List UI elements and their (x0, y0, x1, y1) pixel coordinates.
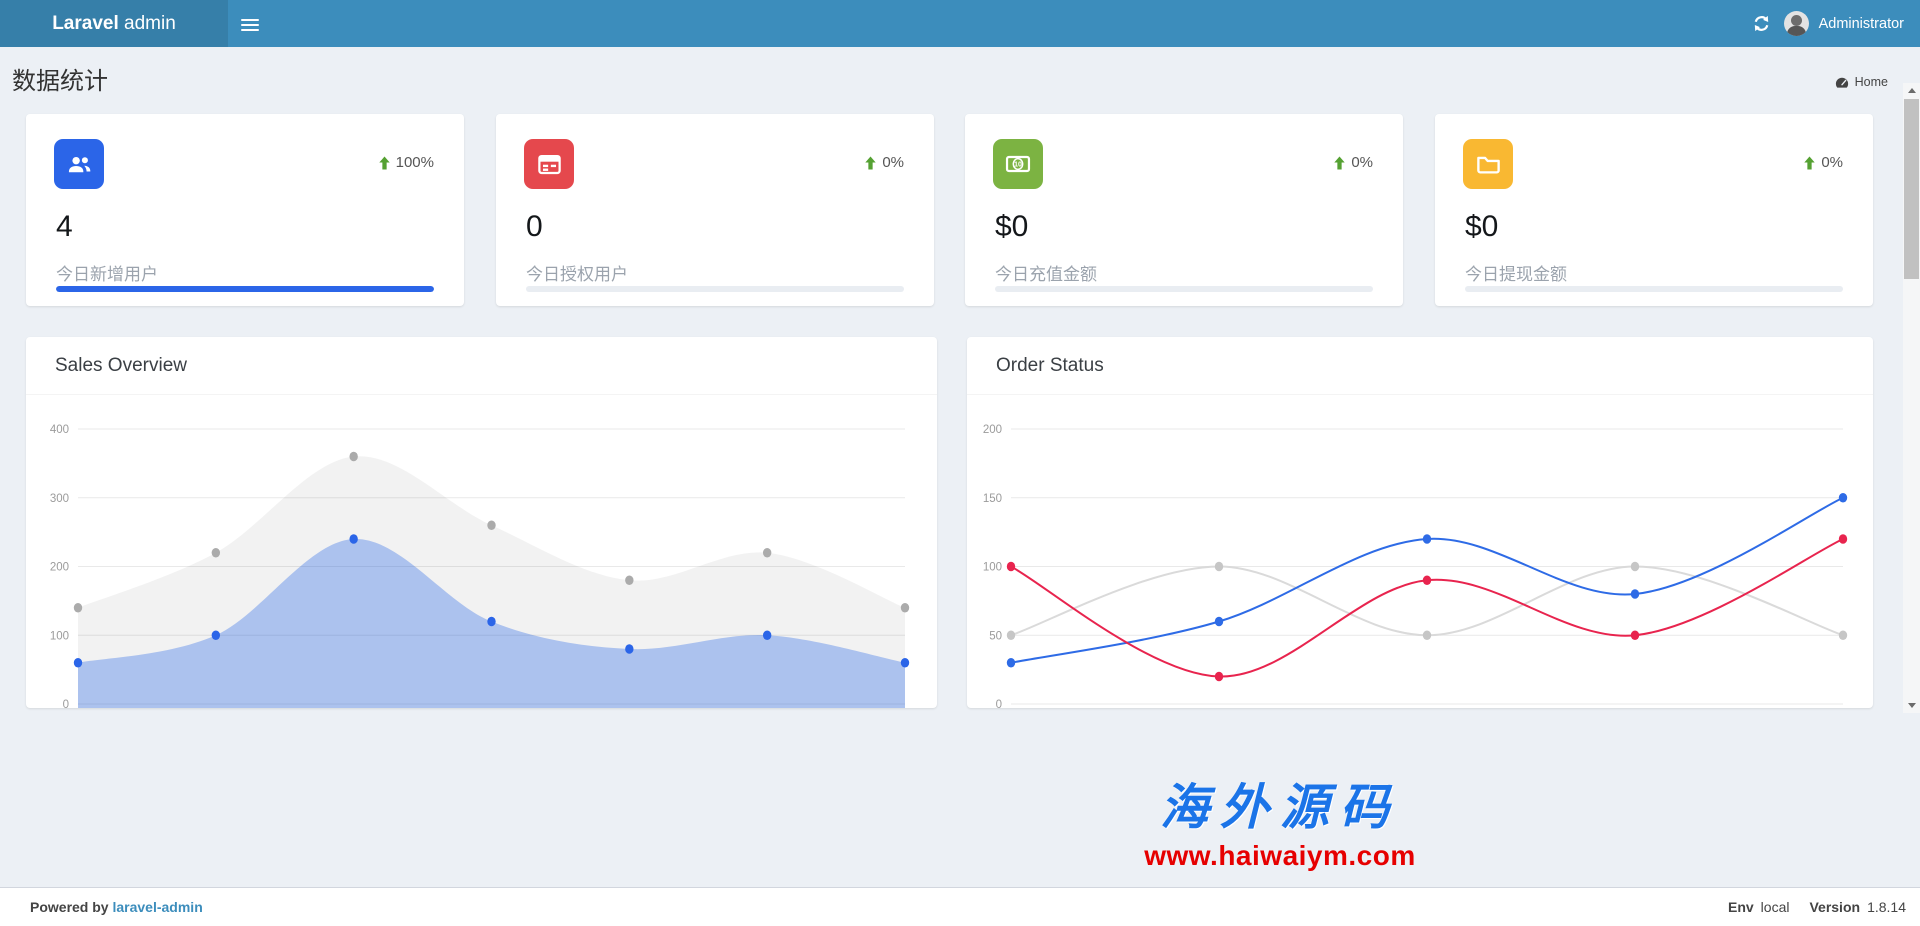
user-menu[interactable]: Administrator (1783, 11, 1904, 36)
arrow-up-icon (1804, 156, 1816, 169)
id-card-icon (524, 139, 574, 189)
svg-text:300: 300 (50, 493, 69, 505)
stat-value: 4 (56, 210, 73, 243)
svg-text:200: 200 (50, 562, 69, 574)
vertical-scrollbar (1903, 83, 1920, 713)
stat-card-recharge-amount: 10 0% $0 今日充值金额 (965, 114, 1403, 306)
brand-logo[interactable]: Laravel admin (0, 0, 228, 47)
progress-track (1465, 286, 1843, 292)
page-title: 数据统计 (12, 68, 108, 95)
svg-text:50: 50 (989, 630, 1002, 642)
folder-icon (1463, 139, 1513, 189)
stat-card-new-users: 100% 4 今日新增用户 (26, 114, 464, 306)
progress-track (995, 286, 1373, 292)
trend-value: 100% (395, 154, 434, 171)
progress-track (56, 286, 434, 292)
watermark-chinese-text: 海外源码 (1159, 778, 1400, 836)
stat-value: 0 (526, 210, 543, 243)
watermark-url-text: www.haiwaiym.com (1144, 840, 1416, 871)
footer-meta: Env local Version 1.8.14 (1728, 899, 1906, 915)
trend-badge: 100% (378, 154, 434, 171)
env-value: local (1760, 899, 1790, 915)
svg-text:400: 400 (50, 424, 69, 436)
stat-card-withdraw-amount: 0% $0 今日提现金额 (1435, 114, 1873, 306)
svg-text:100: 100 (50, 630, 69, 642)
brand-bold: Laravel (52, 13, 119, 34)
trend-value: 0% (882, 154, 904, 171)
svg-text:10: 10 (1014, 162, 1022, 169)
version-label: Version (1809, 899, 1861, 915)
stat-label: 今日提现金额 (1465, 265, 1567, 284)
svg-text:0: 0 (996, 699, 1002, 708)
user-avatar (1783, 11, 1809, 36)
sidebar-toggle-button[interactable] (228, 0, 273, 47)
stat-label: 今日新增用户 (56, 265, 158, 284)
sales-overview-card: Sales Overview 0 100 200 300 400 (26, 337, 937, 708)
progress-track (526, 286, 904, 292)
refresh-icon[interactable] (1753, 15, 1770, 32)
users-icon (54, 139, 104, 189)
trend-badge: 0% (1333, 154, 1373, 171)
svg-text:150: 150 (983, 493, 1002, 505)
sales-overview-chart: 0 100 200 300 400 (50, 424, 910, 708)
trend-value: 0% (1351, 154, 1373, 171)
arrow-up-icon (1334, 156, 1346, 169)
site-watermark: 海外源码 www.haiwaiym.com (1113, 768, 1447, 872)
stat-label: 今日授权用户 (526, 265, 628, 284)
breadcrumb-home-label: Home (1854, 75, 1888, 89)
arrow-up-icon (865, 156, 877, 169)
stat-value: $0 (995, 210, 1029, 243)
scrollbar-up-arrow[interactable] (1903, 83, 1920, 98)
arrow-up-icon (378, 156, 390, 169)
stat-label: 今日充值金额 (995, 265, 1097, 284)
svg-text:100: 100 (983, 562, 1002, 574)
chart-title: Sales Overview (55, 355, 187, 376)
order-status-card: Order Status 0 50 100 150 200 (967, 337, 1873, 708)
brand-light: admin (118, 13, 176, 34)
page-footer: Powered by laravel-admin Env local Versio… (0, 887, 1920, 926)
scrollbar-thumb[interactable] (1904, 99, 1919, 279)
top-navbar: Laravel admin Administrator (0, 0, 1920, 47)
dashboard-icon (1835, 77, 1848, 88)
powered-by-label: Powered by (30, 899, 109, 915)
navbar-right: Administrator (1753, 0, 1904, 47)
progress-fill (56, 286, 434, 292)
svg-text:0: 0 (63, 699, 69, 708)
version-value: 1.8.14 (1867, 899, 1906, 915)
trend-value: 0% (1821, 154, 1843, 171)
order-status-chart: 0 50 100 150 200 (983, 424, 1848, 708)
trend-badge: 0% (864, 154, 904, 171)
chart-title: Order Status (996, 355, 1104, 376)
env-label: Env (1727, 899, 1754, 915)
username-label: Administrator (1818, 15, 1904, 32)
stat-card-authorized-users: 0% 0 今日授权用户 (496, 114, 934, 306)
trend-badge: 0% (1803, 154, 1843, 171)
laravel-admin-link[interactable]: laravel-admin (112, 899, 203, 915)
scrollbar-down-arrow[interactable] (1903, 698, 1920, 713)
breadcrumb[interactable]: Home (1835, 75, 1888, 89)
footer-powered-by: Powered by laravel-admin (30, 899, 203, 915)
money-icon: 10 (993, 139, 1043, 189)
stat-value: $0 (1465, 210, 1499, 243)
content-header: 数据统计 Home (0, 47, 1920, 103)
svg-text:200: 200 (983, 424, 1002, 436)
